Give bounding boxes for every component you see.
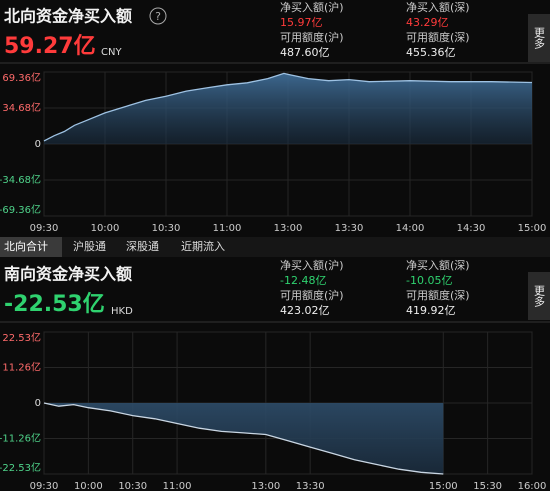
help-icon-text[interactable]: ? [155,10,161,23]
y-tick-label: -22.53亿 [0,461,41,474]
help-icon[interactable] [149,7,167,25]
south-currency: HKD [111,306,133,317]
x-tick-label: 14:30 [457,223,486,234]
x-tick-label: 14:00 [396,223,425,234]
tab[interactable]: 近期流入 [181,239,225,253]
x-tick-label: 11:00 [163,481,192,491]
active-tab[interactable] [0,237,62,257]
tab[interactable]: 北向合计 [4,239,48,253]
y-tick-label: 0 [35,398,41,409]
stat-value: -10.05亿 [406,274,452,287]
x-tick-label: 15:00 [429,481,458,491]
north-value: 59.27亿 [4,34,96,59]
stat-value: 43.29亿 [406,16,449,29]
x-tick-label: 13:00 [274,223,303,234]
x-tick-label: 09:30 [30,223,59,234]
x-tick-label: 15:30 [473,481,502,491]
x-tick-label: 16:00 [518,481,547,491]
stat-value: 419.92亿 [406,304,456,317]
stat-label: 可用额度(深) [406,288,470,302]
y-tick-label: 22.53亿 [2,331,41,344]
y-tick-label: 0 [35,139,41,150]
y-tick-label: 34.68亿 [2,101,41,114]
x-tick-label: 11:00 [213,223,242,234]
x-tick-label: 10:00 [74,481,103,491]
x-tick-label: 10:30 [118,481,147,491]
stat-value: -12.48亿 [280,274,326,287]
line [43,402,444,475]
north-currency: CNY [101,47,122,58]
tab-bar [0,237,550,257]
more-button-text[interactable]: 更多 [533,27,546,50]
more-button-text[interactable]: 更多 [533,285,546,308]
y-tick-label: -34.68亿 [0,173,41,186]
stat-label: 可用额度(深) [406,30,470,44]
x-tick-label: 09:30 [30,481,59,491]
stat-value: 487.60亿 [280,46,330,59]
x-tick-label: 13:30 [335,223,364,234]
stat-label: 净买入额(深) [406,0,470,14]
south-title: 南向资金净买入额 [4,265,132,284]
stat-value: 423.02亿 [280,304,330,317]
y-tick-label: -69.36亿 [0,203,41,216]
tab[interactable]: 沪股通 [73,239,106,253]
stat-label: 净买入额(沪) [280,0,344,14]
stat-label: 可用额度(沪) [280,288,344,302]
x-tick-label: 10:00 [91,223,120,234]
stat-label: 净买入额(沪) [280,258,344,272]
x-tick-label: 15:00 [518,223,547,234]
y-tick-label: 69.36亿 [2,71,41,84]
x-tick-label: 10:30 [152,223,181,234]
north-title: 北向资金净买入额 [4,7,132,26]
stat-value: 455.36亿 [406,46,456,59]
line [43,72,533,142]
stat-label: 净买入额(深) [406,258,470,272]
x-tick-label: 13:00 [251,481,280,491]
south-value: -22.53亿 [4,292,105,317]
stat-label: 可用额度(沪) [280,30,344,44]
area-fill [44,73,532,144]
stat-value: 15.97亿 [280,16,323,29]
y-tick-label: 11.26亿 [2,361,41,374]
y-tick-label: -11.26亿 [0,431,41,444]
more-button[interactable] [528,14,550,62]
tab[interactable]: 深股通 [126,240,159,253]
more-button[interactable] [528,272,550,320]
x-tick-label: 13:30 [296,481,325,491]
